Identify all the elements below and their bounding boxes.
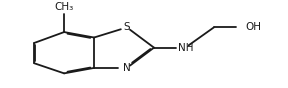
Text: S: S xyxy=(124,22,130,32)
Text: NH: NH xyxy=(178,43,193,53)
Text: OH: OH xyxy=(245,22,261,32)
Text: N: N xyxy=(123,63,131,73)
Text: CH₃: CH₃ xyxy=(54,2,74,12)
